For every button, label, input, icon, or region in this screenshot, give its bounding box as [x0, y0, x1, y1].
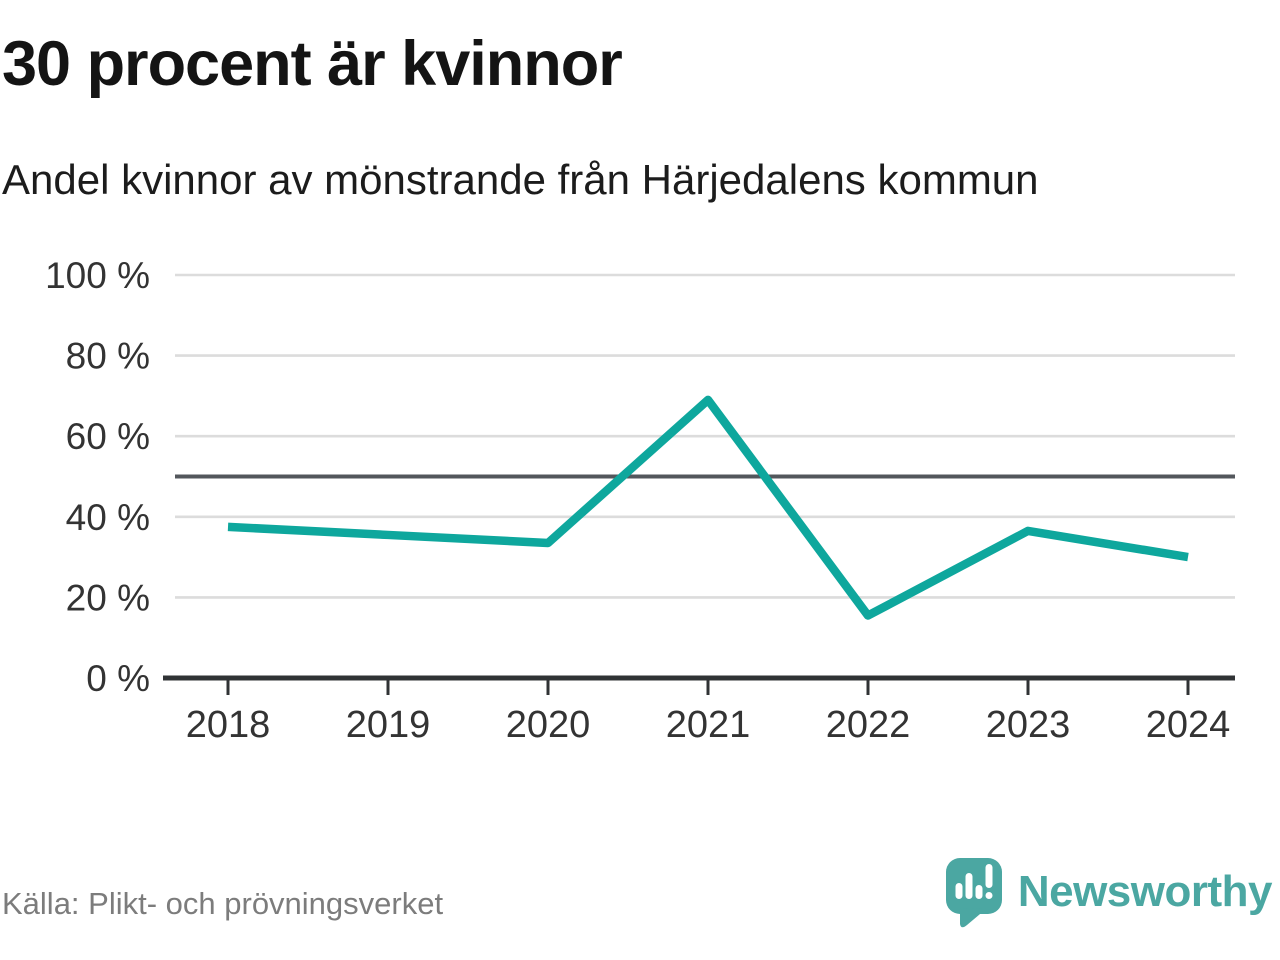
source-text: Källa: Plikt- och prövningsverket [2, 886, 444, 921]
x-axis-tick-label: 2023 [986, 704, 1071, 746]
y-axis-tick-label: 60 % [66, 416, 150, 457]
x-axis-tick-label: 2022 [826, 704, 911, 746]
newsworthy-logo-icon [945, 858, 1002, 928]
y-axis-tick-label: 40 % [66, 497, 150, 538]
series-line [227, 395, 1189, 620]
newsworthy-logo: Newsworthy [944, 856, 1273, 928]
y-axis-tick-label: 0 % [86, 658, 150, 699]
x-axis-tick-label: 2021 [666, 704, 751, 746]
chart-title: 30 procent är kvinnor [2, 29, 623, 99]
x-axis-tick-label: 2018 [186, 704, 271, 746]
y-axis-tick-label: 20 % [66, 577, 150, 618]
y-axis-tick-label: 80 % [66, 336, 150, 377]
x-axis-tick-label: 2020 [506, 704, 591, 746]
x-axis-tick-label: 2019 [346, 704, 431, 746]
x-axis-tick-label: 2024 [1146, 704, 1231, 746]
newsworthy-logo-text: Newsworthy [1017, 867, 1273, 916]
y-axis-tick-label: 100 % [45, 255, 150, 296]
chart-subtitle: Andel kvinnor av mönstrande från Härjeda… [2, 156, 1039, 203]
